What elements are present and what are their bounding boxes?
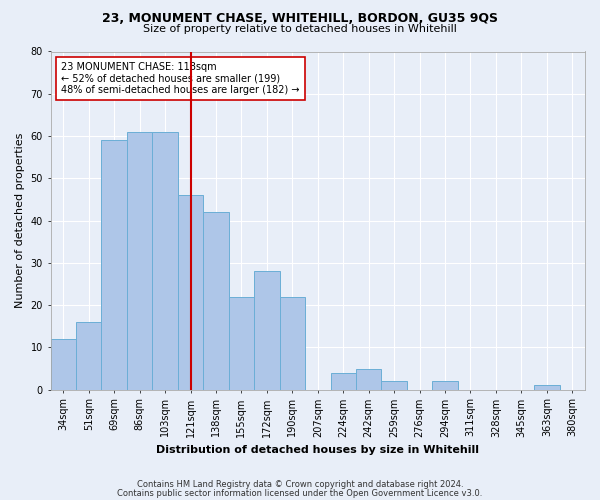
Y-axis label: Number of detached properties: Number of detached properties	[15, 133, 25, 308]
Text: Contains HM Land Registry data © Crown copyright and database right 2024.: Contains HM Land Registry data © Crown c…	[137, 480, 463, 489]
X-axis label: Distribution of detached houses by size in Whitehill: Distribution of detached houses by size …	[156, 445, 479, 455]
Bar	[101, 140, 127, 390]
Bar	[534, 386, 560, 390]
Bar	[203, 212, 229, 390]
Bar	[254, 272, 280, 390]
Text: 23 MONUMENT CHASE: 118sqm
← 52% of detached houses are smaller (199)
48% of semi: 23 MONUMENT CHASE: 118sqm ← 52% of detac…	[61, 62, 300, 95]
Bar	[50, 339, 76, 390]
Bar	[229, 296, 254, 390]
Text: Size of property relative to detached houses in Whitehill: Size of property relative to detached ho…	[143, 24, 457, 34]
Bar	[152, 132, 178, 390]
Bar	[127, 132, 152, 390]
Bar	[356, 368, 382, 390]
Bar	[76, 322, 101, 390]
Bar	[382, 381, 407, 390]
Bar	[331, 372, 356, 390]
Text: 23, MONUMENT CHASE, WHITEHILL, BORDON, GU35 9QS: 23, MONUMENT CHASE, WHITEHILL, BORDON, G…	[102, 12, 498, 26]
Bar	[178, 195, 203, 390]
Text: Contains public sector information licensed under the Open Government Licence v3: Contains public sector information licen…	[118, 488, 482, 498]
Bar	[280, 296, 305, 390]
Bar	[433, 381, 458, 390]
